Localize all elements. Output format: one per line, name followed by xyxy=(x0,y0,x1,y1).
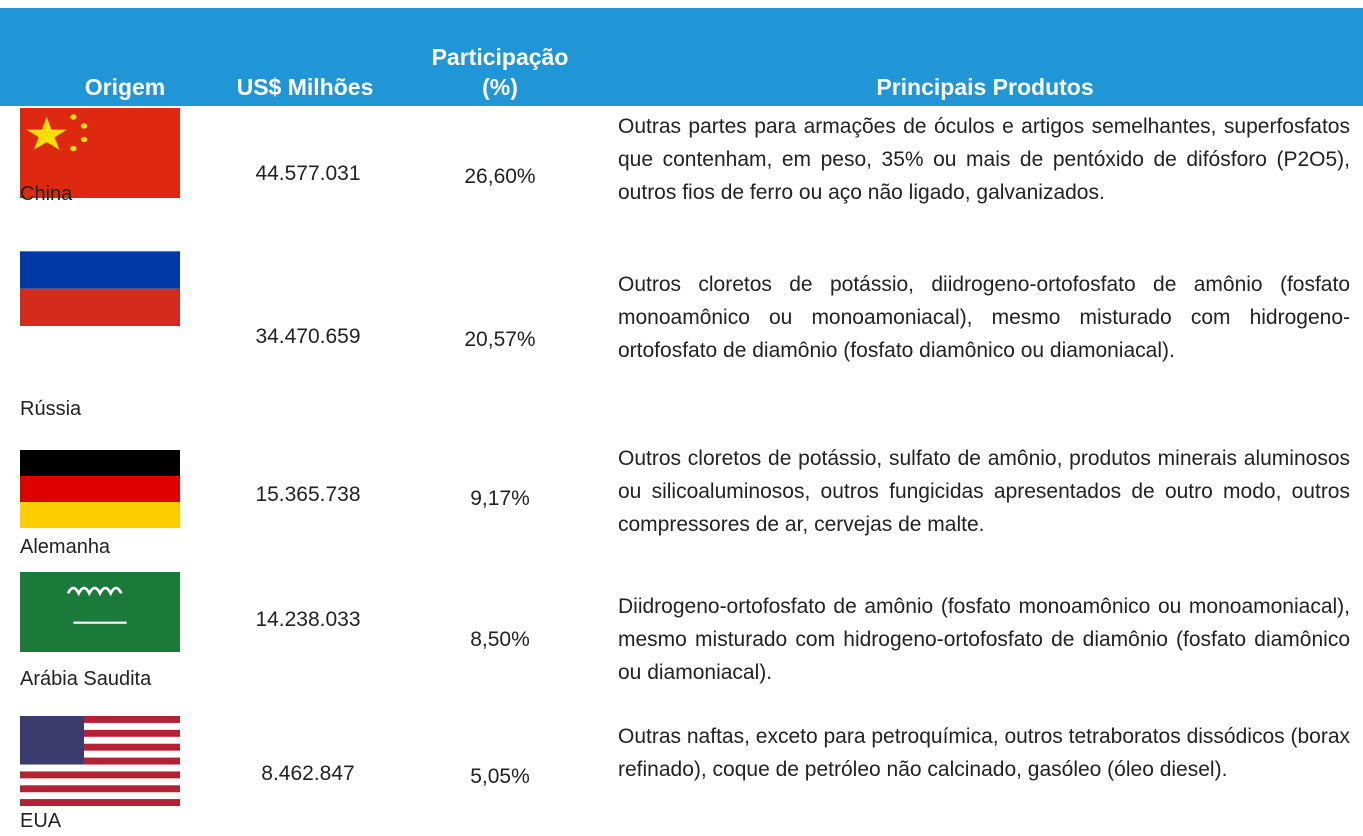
share: 9,17% xyxy=(470,487,530,510)
share: 5,05% xyxy=(470,765,530,788)
value: 44.577.031 xyxy=(255,162,361,185)
flag-saudi-arabia xyxy=(20,572,180,652)
header-band: Origem US$ Milhões Participação (%) Prin… xyxy=(0,8,1363,106)
products: Outros cloretos de potássio, sulfato de … xyxy=(618,447,1350,536)
header-value: US$ Milhões xyxy=(236,74,374,100)
origin: China xyxy=(20,183,73,205)
products: Outras naftas, exceto para petroquímica,… xyxy=(618,725,1350,781)
flag-germany xyxy=(20,450,180,528)
value: 15.365.738 xyxy=(255,483,361,506)
products: Outros cloretos de potássio, diidrogeno-… xyxy=(618,273,1350,362)
products: Outras partes para armações de óculos e … xyxy=(618,115,1350,204)
header-products: Principais Produtos xyxy=(876,74,1094,100)
flag-china xyxy=(20,108,180,198)
origin: Rússia xyxy=(20,398,82,420)
origin: Arábia Saudita xyxy=(20,668,152,690)
flag-russia xyxy=(20,246,180,326)
value: 8.462.847 xyxy=(261,762,355,785)
header-origin: Origem xyxy=(84,74,166,100)
value: 34.470.659 xyxy=(255,325,361,348)
origin: Alemanha xyxy=(20,536,111,558)
share: 8,50% xyxy=(470,628,530,651)
header-share: Participação (%) xyxy=(431,44,569,100)
origin: EUA xyxy=(20,810,62,832)
products: Diidrogeno-ortofosfato de amônio (fosfat… xyxy=(618,595,1350,684)
flag-usa xyxy=(20,716,180,806)
value: 14.238.033 xyxy=(255,608,361,631)
share: 20,57% xyxy=(464,328,536,351)
share: 26,60% xyxy=(464,165,536,188)
